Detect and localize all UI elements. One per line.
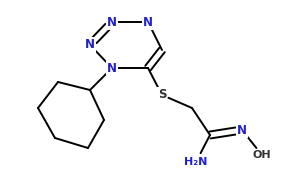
Text: H₂N: H₂N bbox=[184, 157, 208, 167]
Text: N: N bbox=[143, 15, 153, 28]
Text: N: N bbox=[107, 62, 117, 75]
Text: N: N bbox=[85, 39, 95, 52]
Text: OH: OH bbox=[253, 150, 271, 160]
Text: N: N bbox=[237, 124, 247, 137]
Text: N: N bbox=[107, 15, 117, 28]
Text: S: S bbox=[158, 89, 166, 102]
